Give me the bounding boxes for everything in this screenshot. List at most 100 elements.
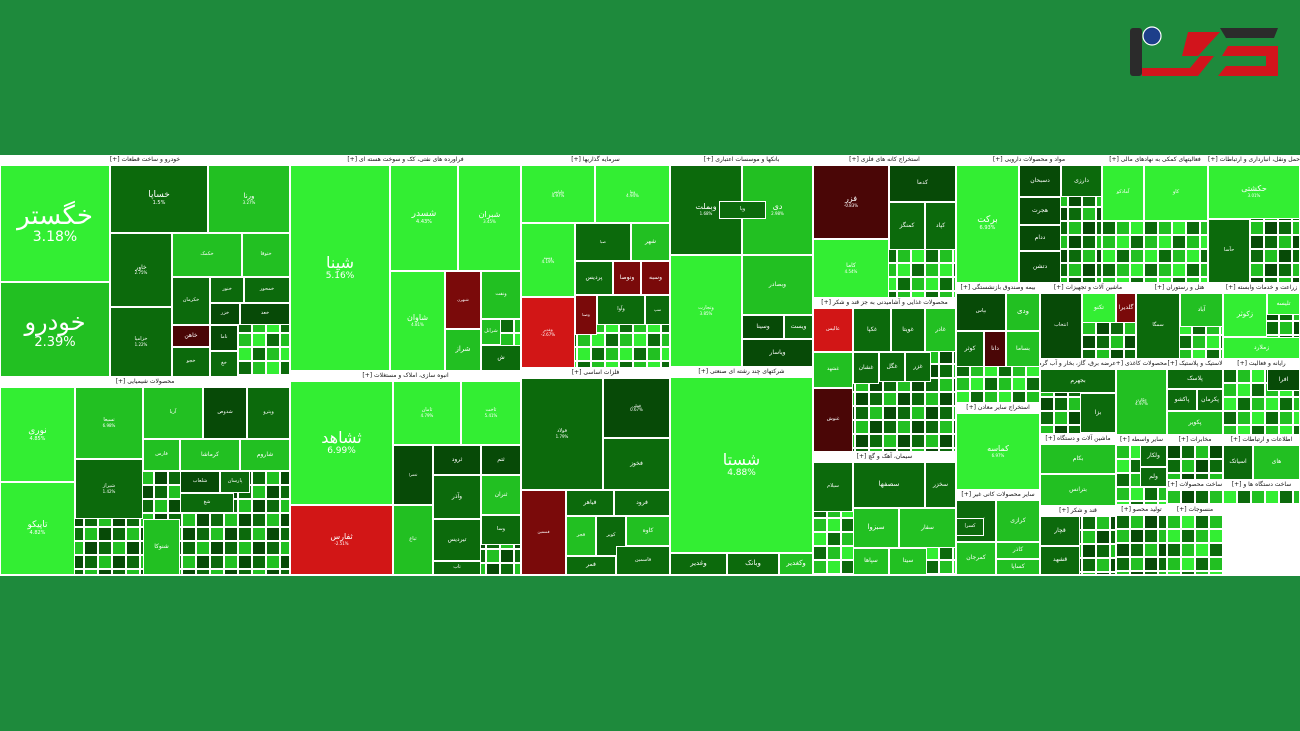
treemap-small-tile[interactable] [827,532,841,546]
stock-tile[interactable]: ش [481,345,521,371]
stock-tile[interactable]: ولیانس 4.97% [521,165,595,223]
treemap-small-tile[interactable] [84,555,98,569]
treemap-small-tile[interactable] [1130,263,1144,277]
sector-header[interactable]: اطلاعات و ارتباطات [+] [1223,435,1300,445]
treemap-small-tile[interactable] [1082,263,1096,277]
treemap-small-tile[interactable] [196,555,210,569]
treemap-small-tile[interactable] [1040,397,1054,411]
treemap-small-tile[interactable] [1186,263,1200,277]
treemap-small-tile[interactable] [98,527,112,541]
treemap-small-tile[interactable] [1130,221,1144,235]
treemap-small-tile[interactable] [1068,207,1082,221]
stock-tile[interactable]: خکرمان [172,277,210,325]
treemap-small-tile[interactable] [280,347,290,361]
treemap-small-tile[interactable] [266,471,280,485]
treemap-small-tile[interactable] [252,361,266,375]
treemap-small-tile[interactable] [1102,249,1116,263]
stock-tile[interactable]: پردیس [575,261,613,295]
treemap-small-tile[interactable] [1096,349,1110,359]
treemap-small-tile[interactable] [1251,504,1265,505]
treemap-small-tile[interactable] [813,546,827,560]
treemap-small-tile[interactable] [1195,557,1209,571]
treemap-small-tile[interactable] [939,434,953,448]
stock-tile[interactable]: خعد [240,303,290,325]
treemap-small-tile[interactable] [897,392,911,406]
treemap-small-tile[interactable] [126,555,140,569]
treemap-small-tile[interactable] [1040,411,1054,425]
treemap-small-tile[interactable] [827,518,841,532]
stock-tile[interactable]: ونوصا [613,261,641,295]
treemap-small-tile[interactable] [1172,263,1186,277]
sector-header[interactable]: تولید محصو [+] [1116,505,1167,515]
stock-tile[interactable]: بزا [1080,393,1116,433]
treemap-small-tile[interactable] [266,569,280,575]
treemap-small-tile[interactable] [1082,516,1096,530]
sector-header[interactable]: محصولات کاغذی [+] [1116,359,1167,369]
stock-tile[interactable]: خساپا 1.5% [110,165,208,233]
treemap-small-tile[interactable] [154,499,168,513]
treemap-small-tile[interactable] [1082,221,1096,235]
treemap-small-tile[interactable] [280,569,290,575]
treemap-small-tile[interactable] [911,420,925,434]
treemap-small-tile[interactable] [252,569,266,575]
treemap-small-tile[interactable] [1116,543,1130,557]
treemap-small-tile[interactable] [939,420,953,434]
treemap-small-tile[interactable] [1167,515,1181,529]
stock-tile[interactable]: کمنگز [889,202,925,250]
treemap-small-tile[interactable] [1200,221,1208,235]
sector-header[interactable]: مواد و محصولات دارویی [+] [956,155,1102,165]
treemap-small-tile[interactable] [280,541,290,555]
stock-tile[interactable]: خودرو 2.39% [0,282,110,377]
treemap-small-tile[interactable] [1186,235,1200,249]
treemap-small-tile[interactable] [1237,425,1251,435]
treemap-small-tile[interactable] [591,347,605,361]
treemap-small-tile[interactable] [1158,515,1167,529]
treemap-small-tile[interactable] [633,347,647,361]
treemap-small-tile[interactable] [1265,397,1279,411]
treemap-small-tile[interactable] [855,420,869,434]
treemap-small-tile[interactable] [266,541,280,555]
treemap-small-tile[interactable] [1124,335,1136,349]
treemap-small-tile[interactable] [1237,383,1251,397]
treemap-small-tile[interactable] [1167,490,1181,504]
treemap-small-tile[interactable] [1195,473,1209,480]
treemap-small-tile[interactable] [1158,487,1167,501]
sector-header[interactable]: انبوه سازی، املاک و مستغلات [+] [290,371,521,381]
treemap-small-tile[interactable] [1167,571,1181,575]
treemap-small-tile[interactable] [939,406,953,420]
sector-header[interactable]: محصولات شیمیایی [+] [0,377,290,387]
treemap-small-tile[interactable] [1068,221,1082,235]
treemap-small-tile[interactable] [1130,249,1144,263]
treemap-small-tile[interactable] [925,249,939,263]
treemap-small-tile[interactable] [897,291,911,298]
treemap-small-tile[interactable] [1181,529,1195,543]
treemap-small-tile[interactable] [1181,459,1195,473]
stock-tile[interactable]: خکمک [172,233,242,277]
treemap-small-tile[interactable] [1265,425,1279,435]
treemap-small-tile[interactable] [1102,235,1116,249]
treemap-small-tile[interactable] [925,434,939,448]
stock-tile[interactable]: خنور [210,277,244,303]
stock-tile[interactable]: شرانل [481,319,501,345]
treemap-small-tile[interactable] [514,319,521,333]
treemap-small-tile[interactable] [1116,221,1130,235]
stock-tile[interactable]: شبران 3.45% [458,165,521,271]
treemap-small-tile[interactable] [1264,221,1278,235]
treemap-small-tile[interactable] [252,513,266,527]
treemap-small-tile[interactable] [252,485,266,499]
treemap-small-tile[interactable] [897,420,911,434]
treemap-small-tile[interactable] [224,555,238,569]
stock-tile[interactable]: ختوقا [242,233,290,277]
stock-tile[interactable]: شاروم [240,439,290,471]
treemap-small-tile[interactable] [605,333,619,347]
treemap-small-tile[interactable] [1237,397,1251,411]
treemap-small-tile[interactable] [1265,504,1279,505]
treemap-small-tile[interactable] [238,333,252,347]
treemap-small-tile[interactable] [280,485,290,499]
treemap-small-tile[interactable] [1209,571,1223,575]
treemap-small-tile[interactable] [1181,571,1195,575]
treemap-small-tile[interactable] [1068,249,1082,263]
stock-tile[interactable]: ثباغ [393,505,433,575]
treemap-small-tile[interactable] [280,499,290,513]
stock-tile[interactable]: فارس [143,439,180,471]
